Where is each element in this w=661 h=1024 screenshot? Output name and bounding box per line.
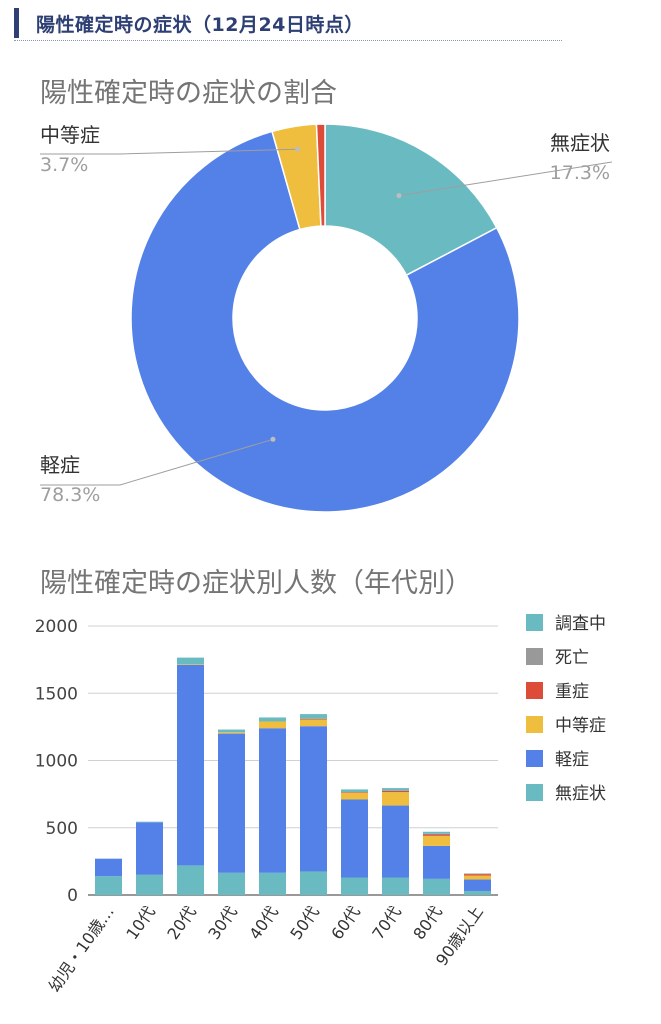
bar-segment — [423, 845, 450, 879]
callout-label-2: 中等症 — [40, 123, 100, 147]
bar-chart-title: 陽性確定時の症状別人数（年代別） — [40, 568, 472, 599]
y-tick-label: 2000 — [35, 617, 78, 637]
donut-slices — [130, 123, 520, 513]
x-tick-label: 80代 — [409, 902, 445, 943]
section-title: 陽性確定時の症状（12月24日時点） — [36, 14, 364, 36]
bar-segment — [382, 788, 409, 791]
callout-line-2 — [40, 148, 298, 155]
legend-swatch — [526, 716, 543, 733]
bar-segment — [259, 872, 286, 895]
donut-slice-1 — [130, 130, 520, 513]
donut-slice-0 — [324, 123, 498, 277]
bar-segment — [341, 789, 368, 793]
donut-callouts: 無症状 17.3% 軽症 78.3% 中等症 3.7% — [40, 123, 613, 506]
bar-segment — [300, 719, 327, 727]
x-tick-label: 10代 — [122, 902, 158, 943]
bar-segment — [382, 805, 409, 878]
legend-swatch — [526, 784, 543, 801]
bar-chart-bars — [95, 657, 491, 895]
bar-segment — [423, 834, 450, 836]
y-tick-label: 1500 — [35, 684, 78, 704]
bar-segment — [382, 792, 409, 806]
bar-segment — [300, 714, 327, 719]
donut-chart-title: 陽性確定時の症状の割合 — [40, 78, 337, 109]
bar-segment — [177, 657, 204, 665]
x-tick-label: 20代 — [163, 902, 199, 943]
callout-line-0 — [398, 161, 613, 197]
y-tick-label: 0 — [67, 886, 78, 906]
bar-segment — [136, 821, 163, 823]
callout-dot-2 — [295, 146, 301, 152]
donut-chart: 陽性確定時の症状の割合 無症状 17.3% 軽症 78.3% 中等症 3.7% — [40, 78, 613, 513]
bar-segment — [95, 876, 122, 895]
bar-segment — [464, 879, 491, 891]
callout-line-1 — [40, 438, 274, 486]
x-tick-label: 幼児・10歳… — [45, 902, 118, 995]
section-accent-bar — [14, 8, 19, 38]
legend-swatch — [526, 614, 543, 631]
bar-segment — [259, 721, 286, 729]
legend-label: 死亡 — [555, 648, 589, 668]
stacked-bar-chart: 陽性確定時の症状別人数（年代別） 0 500 1000 1500 2000 幼児・10歳… — [35, 568, 606, 996]
legend-swatch — [526, 648, 543, 665]
x-tick-label: 60代 — [327, 902, 363, 943]
bar-segment — [423, 833, 450, 835]
callout-value-1: 78.3% — [40, 484, 100, 506]
legend-swatch — [526, 682, 543, 699]
bar-segment — [423, 835, 450, 846]
legend-label: 調査中 — [555, 614, 606, 634]
bar-segment — [341, 792, 368, 800]
x-tick-label: 40代 — [245, 902, 281, 943]
bar-chart-grid: 0 500 1000 1500 2000 — [35, 617, 498, 906]
callout-dot-1 — [270, 436, 276, 442]
bar-segment — [177, 664, 204, 666]
bar-segment — [423, 831, 450, 834]
bar-segment — [464, 874, 491, 876]
callout-dot-0 — [396, 193, 402, 199]
bar-segment — [136, 822, 163, 875]
bar-segment — [259, 717, 286, 722]
bar-segment — [95, 858, 122, 877]
bar-segment — [464, 873, 491, 875]
callout-value-2: 3.7% — [40, 154, 88, 176]
bar-segment — [259, 728, 286, 873]
donut-slice-3 — [315, 123, 326, 227]
callout-label-0: 無症状 — [550, 131, 610, 155]
section-header: 陽性確定時の症状（12月24日時点） — [14, 6, 562, 41]
bar-segment — [382, 877, 409, 895]
callout-label-1: 軽症 — [40, 453, 80, 477]
bar-segment — [218, 729, 245, 733]
bar-segment — [300, 718, 327, 720]
bar-segment — [177, 665, 204, 866]
legend-label: 無症状 — [555, 784, 606, 804]
bar-segment — [423, 878, 450, 895]
x-tick-label: 50代 — [286, 902, 322, 943]
bar-segment — [464, 890, 491, 895]
bar-segment — [218, 733, 245, 873]
bar-segment — [177, 865, 204, 895]
bar-segment — [341, 799, 368, 878]
bar-segment — [218, 732, 245, 734]
legend-label: 中等症 — [555, 716, 606, 736]
bar-segment — [341, 877, 368, 895]
bar-segment — [341, 792, 368, 793]
legend-swatch — [526, 750, 543, 767]
y-tick-label: 1000 — [35, 752, 78, 772]
legend-label: 軽症 — [555, 750, 589, 770]
y-tick-label: 500 — [46, 819, 78, 839]
legend-label: 重症 — [555, 682, 589, 702]
bar-segment — [300, 871, 327, 895]
bar-segment — [464, 875, 491, 880]
callout-value-0: 17.3% — [550, 162, 610, 184]
bar-segment — [218, 872, 245, 895]
x-tick-label: 30代 — [204, 902, 240, 943]
bar-segment — [300, 726, 327, 872]
bar-segment — [382, 790, 409, 793]
bar-segment — [136, 874, 163, 895]
x-tick-label: 70代 — [368, 902, 404, 943]
